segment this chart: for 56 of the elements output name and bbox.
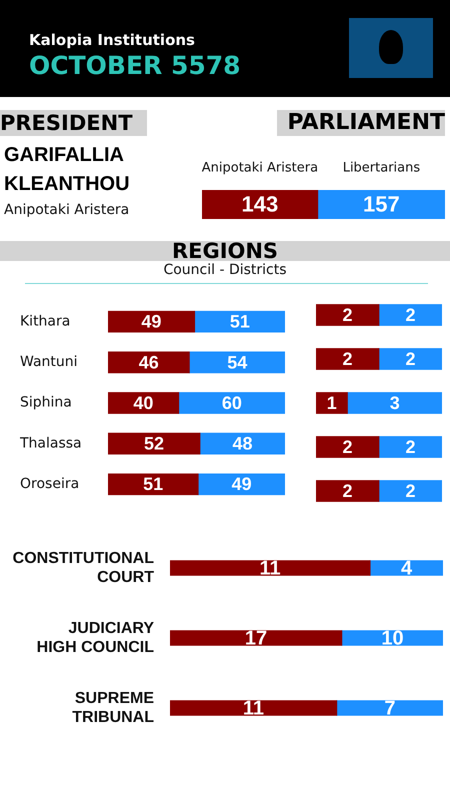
text: Kalopia Institutions xyxy=(29,31,195,49)
data-label: 2 xyxy=(342,480,353,501)
bar xyxy=(108,352,190,374)
data-label: 51 xyxy=(143,474,164,494)
y-tick-label: Thalassa xyxy=(19,435,82,452)
y-tick-label: Siphina xyxy=(20,394,72,411)
bar xyxy=(200,432,285,454)
data-label: 17 xyxy=(244,628,268,650)
y-tick-label: JUDICIARY HIGH COUNCIL xyxy=(36,620,154,656)
bar xyxy=(108,310,196,333)
bar xyxy=(189,352,285,374)
data-label: 2 xyxy=(405,480,416,501)
data-label: 51 xyxy=(230,312,250,332)
data-label: 143 xyxy=(242,192,278,217)
data-label: 4 xyxy=(401,558,414,580)
data-label: 2 xyxy=(342,304,353,325)
data-label: 46 xyxy=(138,352,159,372)
data-label: 2 xyxy=(405,348,416,369)
bar xyxy=(198,473,285,496)
data-label: 7 xyxy=(384,698,396,720)
data-label: 48 xyxy=(232,434,253,454)
text: Anipotaki Aristera xyxy=(4,202,130,218)
chart-title: REGIONS xyxy=(0,239,450,263)
data-label: 49 xyxy=(141,312,162,332)
data-label: 11 xyxy=(260,558,281,580)
data-label: 11 xyxy=(242,698,264,720)
bar xyxy=(108,432,200,454)
text: PRESIDENT xyxy=(0,110,147,136)
y-tick-label: Oroseira xyxy=(20,476,80,492)
data-label: 2 xyxy=(405,436,416,457)
y-tick-label: Wantuni xyxy=(20,354,78,370)
text: GARIFALLIA KLEANTHOU xyxy=(4,143,131,197)
data-label: 10 xyxy=(381,628,404,650)
chart-subtitle: Council - Districts xyxy=(162,262,288,278)
bar xyxy=(108,473,199,496)
series-label: Anipotaki Aristera xyxy=(202,160,318,176)
data-label: 157 xyxy=(363,192,400,217)
data-label: 52 xyxy=(144,434,164,454)
data-label: 2 xyxy=(405,304,416,325)
data-label: 1 xyxy=(326,392,337,413)
y-tick-label: CONSTITUTIONAL COURT xyxy=(12,550,154,586)
data-label: 49 xyxy=(232,474,252,494)
bar xyxy=(178,392,285,414)
data-label: 3 xyxy=(390,392,400,413)
y-tick-label: Kithara xyxy=(20,313,70,330)
y-tick-label: SUPREME TRIBUNAL xyxy=(72,690,154,726)
bar xyxy=(108,392,180,414)
data-label: 40 xyxy=(133,392,154,413)
bar xyxy=(194,310,285,333)
data-label: 2 xyxy=(342,436,353,457)
text: OCTOBER 5578 xyxy=(29,51,241,80)
chart-title: PARLIAMENT xyxy=(277,110,445,136)
data-label: 2 xyxy=(342,348,353,369)
data-label: 54 xyxy=(227,352,248,372)
series-label: Libertarians xyxy=(342,160,420,176)
data-label: 60 xyxy=(222,392,242,413)
